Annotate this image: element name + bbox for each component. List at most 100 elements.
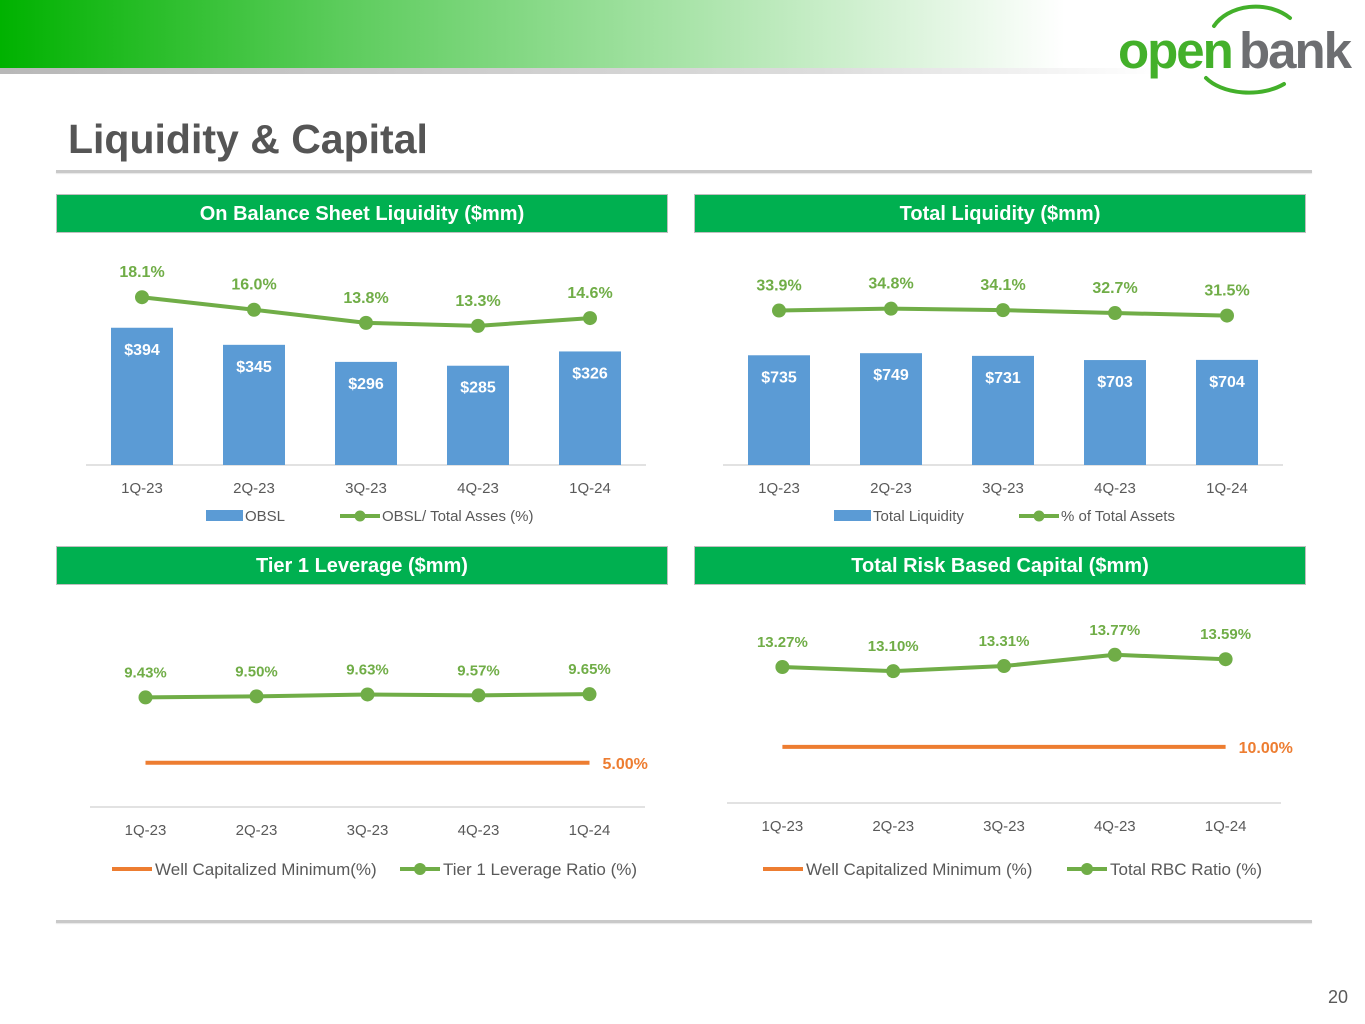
bar-value-label: $749 (873, 367, 909, 384)
legend-label: OBSL (245, 508, 285, 525)
line-value-label: 9.50% (235, 663, 278, 680)
line-marker (582, 687, 597, 702)
minimum-value-label: 5.00% (603, 756, 648, 773)
line-value-label: 13.8% (343, 290, 388, 307)
rbc-panel-header: Total Risk Based Capital ($mm) (694, 546, 1306, 585)
legend-marker-swatch (1081, 863, 1093, 875)
tier1-leverage-chart: 5.00% 9.43% 9.50% 9.63% 9.57% 9.65% 1Q-23 2Q-23… (90, 661, 648, 879)
x-tick-label: 1Q-23 (762, 818, 804, 835)
logo-open-text: open (1118, 22, 1232, 79)
line-value-label: 13.10% (868, 638, 919, 655)
x-tick-label: 3Q-23 (347, 822, 389, 839)
line-value-label: 32.7% (1092, 280, 1137, 297)
line-marker (996, 303, 1010, 318)
legend-bar-swatch (834, 510, 871, 521)
x-tick-label: 4Q-23 (458, 822, 500, 839)
x-tick-label: 1Q-23 (121, 480, 163, 497)
x-tick-label: 2Q-23 (233, 480, 275, 497)
bottom-divider (56, 920, 1312, 923)
x-tick-label: 3Q-23 (982, 480, 1024, 497)
line-value-label: 33.9% (756, 278, 801, 295)
bar (972, 355, 1034, 465)
total-liquidity-panel-header: Total Liquidity ($mm) (694, 194, 1306, 233)
line-marker (886, 664, 901, 679)
bar (335, 361, 397, 465)
line-marker (471, 688, 486, 703)
line-marker (135, 290, 149, 305)
bar (1084, 360, 1146, 465)
line-value-label: 31.5% (1204, 283, 1249, 300)
total-liquidity-chart: $735 $749 $731 $703 $704 33.9% 34.8% 34.1% 32.7%… (723, 276, 1283, 525)
legend-label: Well Capitalized Minimum (%) (806, 860, 1032, 879)
bar-value-label: $703 (1097, 374, 1133, 391)
page-number: 20 (1327, 987, 1348, 1007)
line-marker (138, 690, 153, 705)
x-tick-label: 2Q-23 (870, 480, 912, 497)
legend-label: Tier 1 Leverage Ratio (%) (443, 860, 637, 879)
line-value-label: 13.31% (979, 633, 1030, 650)
x-tick-label: 1Q-24 (1206, 480, 1248, 497)
line-marker (583, 311, 597, 326)
line-marker (1108, 306, 1122, 321)
obsl-chart: $394 $345 $296 $285 $326 18.1% 16.0% 13.8% 13.3%… (86, 264, 646, 525)
line-value-label: 9.63% (346, 661, 389, 678)
line-value-label: 13.27% (757, 634, 808, 651)
minimum-value-label: 10.00% (1239, 740, 1293, 757)
line-marker (359, 315, 373, 330)
line-marker (471, 318, 485, 333)
bar-value-label: $704 (1209, 374, 1245, 391)
legend-label: Well Capitalized Minimum(%) (155, 860, 377, 879)
title-divider (56, 170, 1312, 173)
line-value-label: 13.59% (1200, 626, 1251, 643)
legend-marker-swatch (354, 510, 366, 522)
x-tick-label: 1Q-23 (758, 480, 800, 497)
x-tick-label: 4Q-23 (1094, 480, 1136, 497)
line-marker (997, 659, 1011, 674)
bar (1196, 359, 1258, 465)
line-value-label: 16.0% (231, 277, 276, 294)
x-tick-label: 1Q-24 (569, 822, 611, 839)
line-marker (1218, 652, 1233, 667)
line-marker (1107, 647, 1122, 662)
top-bar-shadow (0, 68, 1365, 74)
legend-label: OBSL/ Total Asses (%) (382, 508, 533, 525)
legend-label: % of Total Assets (1061, 508, 1175, 525)
line-value-label: 9.65% (568, 661, 611, 678)
obsl-panel-header: On Balance Sheet Liquidity ($mm) (56, 194, 668, 233)
x-tick-label: 3Q-23 (345, 480, 387, 497)
top-gradient-bar (0, 0, 1365, 68)
openbank-logo: open bank (1118, 4, 1355, 95)
bar (447, 365, 509, 465)
x-tick-label: 1Q-24 (569, 480, 611, 497)
line-marker (884, 301, 898, 316)
legend-marker-swatch (1033, 510, 1045, 522)
bar (223, 344, 285, 465)
bar (860, 353, 922, 465)
logo-bank-text: bank (1239, 22, 1353, 79)
x-tick-label: 4Q-23 (1094, 818, 1136, 835)
line-value-label: 9.43% (124, 664, 167, 681)
line-marker (1220, 308, 1234, 323)
legend-marker-swatch (414, 863, 426, 875)
x-tick-label: 4Q-23 (457, 480, 499, 497)
line-value-label: 18.1% (119, 264, 164, 281)
line-value-label: 13.77% (1089, 622, 1140, 639)
bar-value-label: $394 (124, 342, 160, 359)
line-marker (360, 687, 375, 702)
line-value-label: 34.1% (980, 277, 1025, 294)
rbc-chart: 10.00% 13.27% 13.10% 13.31% 13.77% 13.59% 1Q-2… (727, 622, 1293, 879)
bar (748, 355, 810, 465)
x-tick-label: 3Q-23 (983, 818, 1025, 835)
bar-value-label: $731 (985, 370, 1021, 387)
bar (111, 327, 173, 465)
bar-value-label: $735 (761, 369, 797, 386)
bar-value-label: $345 (236, 359, 272, 376)
legend-bar-swatch (206, 510, 243, 521)
legend-label: Total RBC Ratio (%) (1110, 860, 1262, 879)
line-value-label: 9.57% (457, 662, 500, 679)
x-tick-label: 1Q-24 (1205, 818, 1247, 835)
tier1-panel-header: Tier 1 Leverage ($mm) (56, 546, 668, 585)
line-value-label: 14.6% (567, 285, 612, 302)
line-marker (772, 303, 786, 318)
x-tick-label: 1Q-23 (125, 822, 167, 839)
